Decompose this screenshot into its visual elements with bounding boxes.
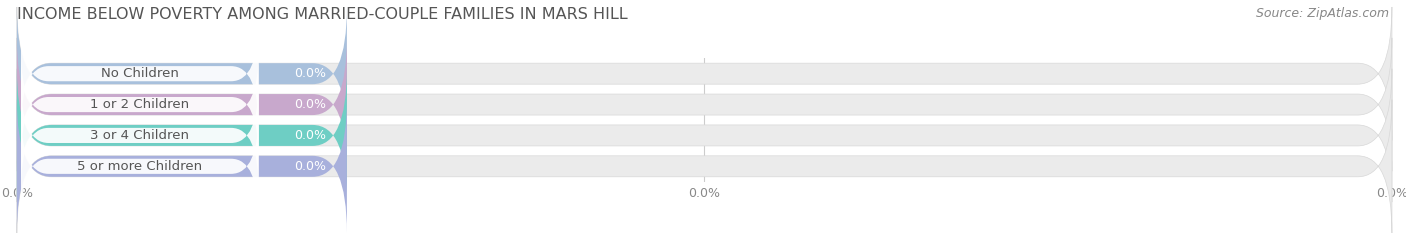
FancyBboxPatch shape (21, 81, 259, 190)
FancyBboxPatch shape (17, 69, 1392, 202)
FancyBboxPatch shape (17, 38, 1392, 171)
FancyBboxPatch shape (17, 100, 347, 233)
Text: INCOME BELOW POVERTY AMONG MARRIED-COUPLE FAMILIES IN MARS HILL: INCOME BELOW POVERTY AMONG MARRIED-COUPL… (17, 7, 627, 22)
FancyBboxPatch shape (17, 7, 347, 140)
Text: 0.0%: 0.0% (294, 160, 326, 173)
FancyBboxPatch shape (21, 20, 259, 128)
Text: No Children: No Children (101, 67, 179, 80)
Text: Source: ZipAtlas.com: Source: ZipAtlas.com (1256, 7, 1389, 20)
FancyBboxPatch shape (21, 50, 259, 159)
Text: 3 or 4 Children: 3 or 4 Children (90, 129, 190, 142)
Text: 0.0%: 0.0% (294, 98, 326, 111)
FancyBboxPatch shape (17, 38, 347, 171)
FancyBboxPatch shape (17, 69, 347, 202)
Text: 0.0%: 0.0% (294, 129, 326, 142)
Text: 1 or 2 Children: 1 or 2 Children (90, 98, 190, 111)
FancyBboxPatch shape (21, 112, 259, 220)
Text: 0.0%: 0.0% (294, 67, 326, 80)
FancyBboxPatch shape (17, 100, 1392, 233)
Text: 5 or more Children: 5 or more Children (77, 160, 202, 173)
FancyBboxPatch shape (17, 7, 1392, 140)
